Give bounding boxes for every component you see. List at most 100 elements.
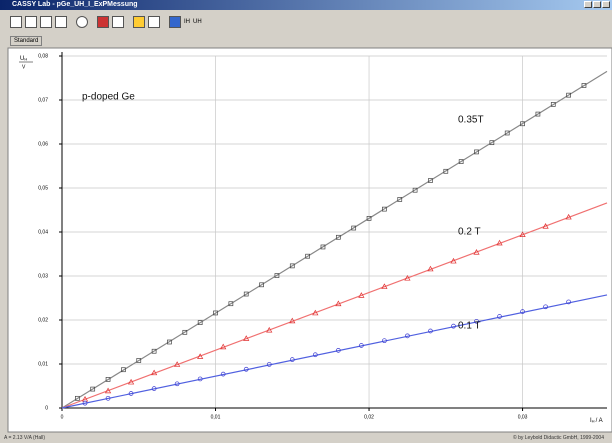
tool-label[interactable]: UH [193,19,202,25]
data-point [520,121,525,127]
annotation: 0.35T [458,115,484,126]
annotation: 0.2 T [458,227,481,238]
data-point [305,253,310,259]
data-point [289,357,295,362]
window-buttons [584,1,610,8]
data-point [312,352,318,358]
x-tick-label: 0,03 [518,414,528,420]
data-point [566,299,571,305]
tool-button[interactable] [25,16,37,28]
y-tick-label: 0,01 [38,361,48,367]
data-point [312,309,319,316]
data-point [121,367,126,373]
tool-button[interactable] [148,16,160,28]
data-point [289,317,296,324]
y-label: UH [20,56,27,62]
tool-button[interactable] [40,16,52,28]
y-tick-label: 0,04 [38,229,48,235]
x-tick-label: 0,02 [364,414,374,420]
data-point [197,320,203,325]
data-point [543,304,548,310]
data-point [428,328,433,334]
y-label-sub: H [24,57,27,62]
data-point [266,362,272,367]
window-title: CASSY Lab - pGe_UH_I_ExPMessung [12,1,138,8]
tool-button[interactable] [10,16,22,28]
data-point [535,111,541,117]
title-bar: CASSY Lab - pGe_UH_I_ExPMessung [0,0,612,10]
data-point [335,348,341,353]
data-point [381,283,388,289]
data-point [542,223,549,229]
data-point [182,329,188,335]
fit-line [61,294,608,409]
data-point [127,378,135,385]
y-tick-label: 0,07 [38,97,48,103]
data-point [450,257,457,264]
data-point [259,282,264,288]
data-point [473,249,480,255]
annotation: 0.1 T [458,321,481,332]
tool-label[interactable]: IH [184,19,190,25]
data-point [136,358,142,363]
data-point [220,371,226,377]
tool-button[interactable] [169,16,181,28]
data-point [151,386,157,391]
tool-button[interactable] [133,16,145,28]
data-point [520,309,525,314]
y-tick-label: 0,06 [38,141,48,147]
data-point [213,310,218,316]
data-point [335,300,342,307]
data-point [451,323,456,329]
data-point [151,348,157,354]
data-point [75,395,80,401]
data-point [174,381,180,387]
tab[interactable]: Standard [10,36,43,46]
data-point [497,314,502,319]
status-right: © by Leybold Didactic GmbH, 1999-2004 [513,435,604,441]
data-point [243,291,249,297]
data-point [335,234,341,240]
data-point [90,386,96,392]
data-point [151,369,158,376]
data-point [105,377,111,382]
x-label-sub: H [592,419,595,424]
fit-line [61,70,608,409]
data-point [351,225,357,231]
data-point [243,335,250,341]
minimize[interactable] [584,1,592,8]
x-label-unit: / A [596,418,603,424]
data-point [220,343,227,350]
maximize[interactable] [593,1,601,8]
data-point [519,231,526,237]
status-bar: A = 2.13 V/A (Hall) © by Leybold Didacti… [0,433,612,443]
tool-button[interactable] [55,16,67,28]
data-point [128,391,134,396]
data-point [243,366,249,372]
y-tick-label: 0,05 [38,185,48,191]
tool-button[interactable] [76,16,88,28]
data-point [474,149,479,155]
fit-line [61,202,608,409]
tool-button[interactable] [112,16,124,28]
x-tick-label: 0 [61,414,64,420]
data-point [366,216,372,221]
y-tick-label: 0,02 [38,317,48,323]
close[interactable] [602,1,610,8]
y-label-symbol: U [20,56,24,62]
data-point [174,361,181,367]
x-label-symbol: I [590,418,592,424]
data-point [458,159,464,164]
data-point [405,333,410,339]
data-point [382,338,387,344]
data-point [82,400,88,406]
toolbar: IH UH [0,11,612,33]
data-point [167,339,172,345]
data-point [489,140,495,146]
data-point [581,83,587,88]
tool-button[interactable] [97,16,109,28]
data-point [358,292,365,298]
data-point [566,92,571,98]
